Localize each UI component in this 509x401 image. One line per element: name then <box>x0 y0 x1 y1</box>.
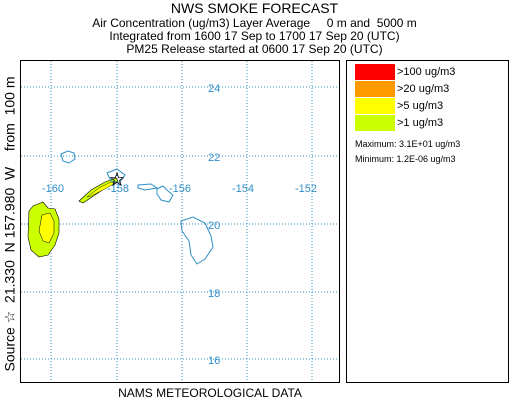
coastlines <box>60 150 214 265</box>
kauai-coast <box>60 150 76 164</box>
source-location-label: Source ☆ 21.330 N 157.980 W from 100 m <box>0 60 20 388</box>
lon-label-156: -156 <box>169 183 191 195</box>
map-panel: 24 22 20 18 16 -160 -158 -156 -154 -152 <box>20 60 340 383</box>
lon-label-160: -160 <box>42 183 64 195</box>
smoke-plume-source-core <box>86 181 116 198</box>
graticule <box>21 61 339 382</box>
minimum-value: Minimum: 1.2E-06 ug/m3 <box>355 154 456 164</box>
lon-label-158: -158 <box>107 183 129 195</box>
meteorological-data-label: NAMS METEOROLOGICAL DATA <box>118 386 302 400</box>
maximum-value: Maximum: 3.1E+01 ug/m3 <box>355 139 461 149</box>
integration-period: Integrated from 1600 17 Sep to 1700 17 S… <box>109 29 400 43</box>
lat-label-22: 22 <box>208 152 220 164</box>
legend-label: >20 ug/m3 <box>397 83 450 95</box>
legend-swatch <box>355 64 395 80</box>
release-info: PM25 Release started at 0600 17 Sep 20 (… <box>126 42 383 56</box>
map-title: NWS SMOKE FORECAST <box>170 0 339 16</box>
legend-label: >1 ug/m3 <box>397 117 444 129</box>
legend-label: >100 ug/m3 <box>397 66 456 78</box>
lat-label-16: 16 <box>208 355 220 367</box>
lat-label-20: 20 <box>208 220 220 232</box>
lat-label-24: 24 <box>208 83 220 95</box>
smoke-map: 24 22 20 18 16 -160 -158 -156 -154 -152 <box>21 61 339 382</box>
lon-label-152: -152 <box>295 183 317 195</box>
concentration-subtitle: Air Concentration (ug/m3) Layer Average … <box>92 16 417 30</box>
big-island-coast <box>180 216 214 265</box>
star-icon <box>109 171 125 186</box>
lat-label-18: 18 <box>208 288 220 300</box>
lon-label-154: -154 <box>232 183 254 195</box>
legend-swatch <box>355 81 395 97</box>
legend-swatch <box>355 98 395 114</box>
smoke-plume-west-core <box>38 212 55 244</box>
legend-label: >5 ug/m3 <box>397 100 444 112</box>
legend-swatch <box>355 115 395 131</box>
source-location-text: Source ☆ 21.330 N 157.980 W from 100 m <box>1 76 18 372</box>
maui-coast <box>156 185 174 203</box>
molokai-coast <box>137 183 159 191</box>
legend-panel: >100 ug/m3 >20 ug/m3 >5 ug/m3 >1 ug/m3 M… <box>346 60 509 383</box>
